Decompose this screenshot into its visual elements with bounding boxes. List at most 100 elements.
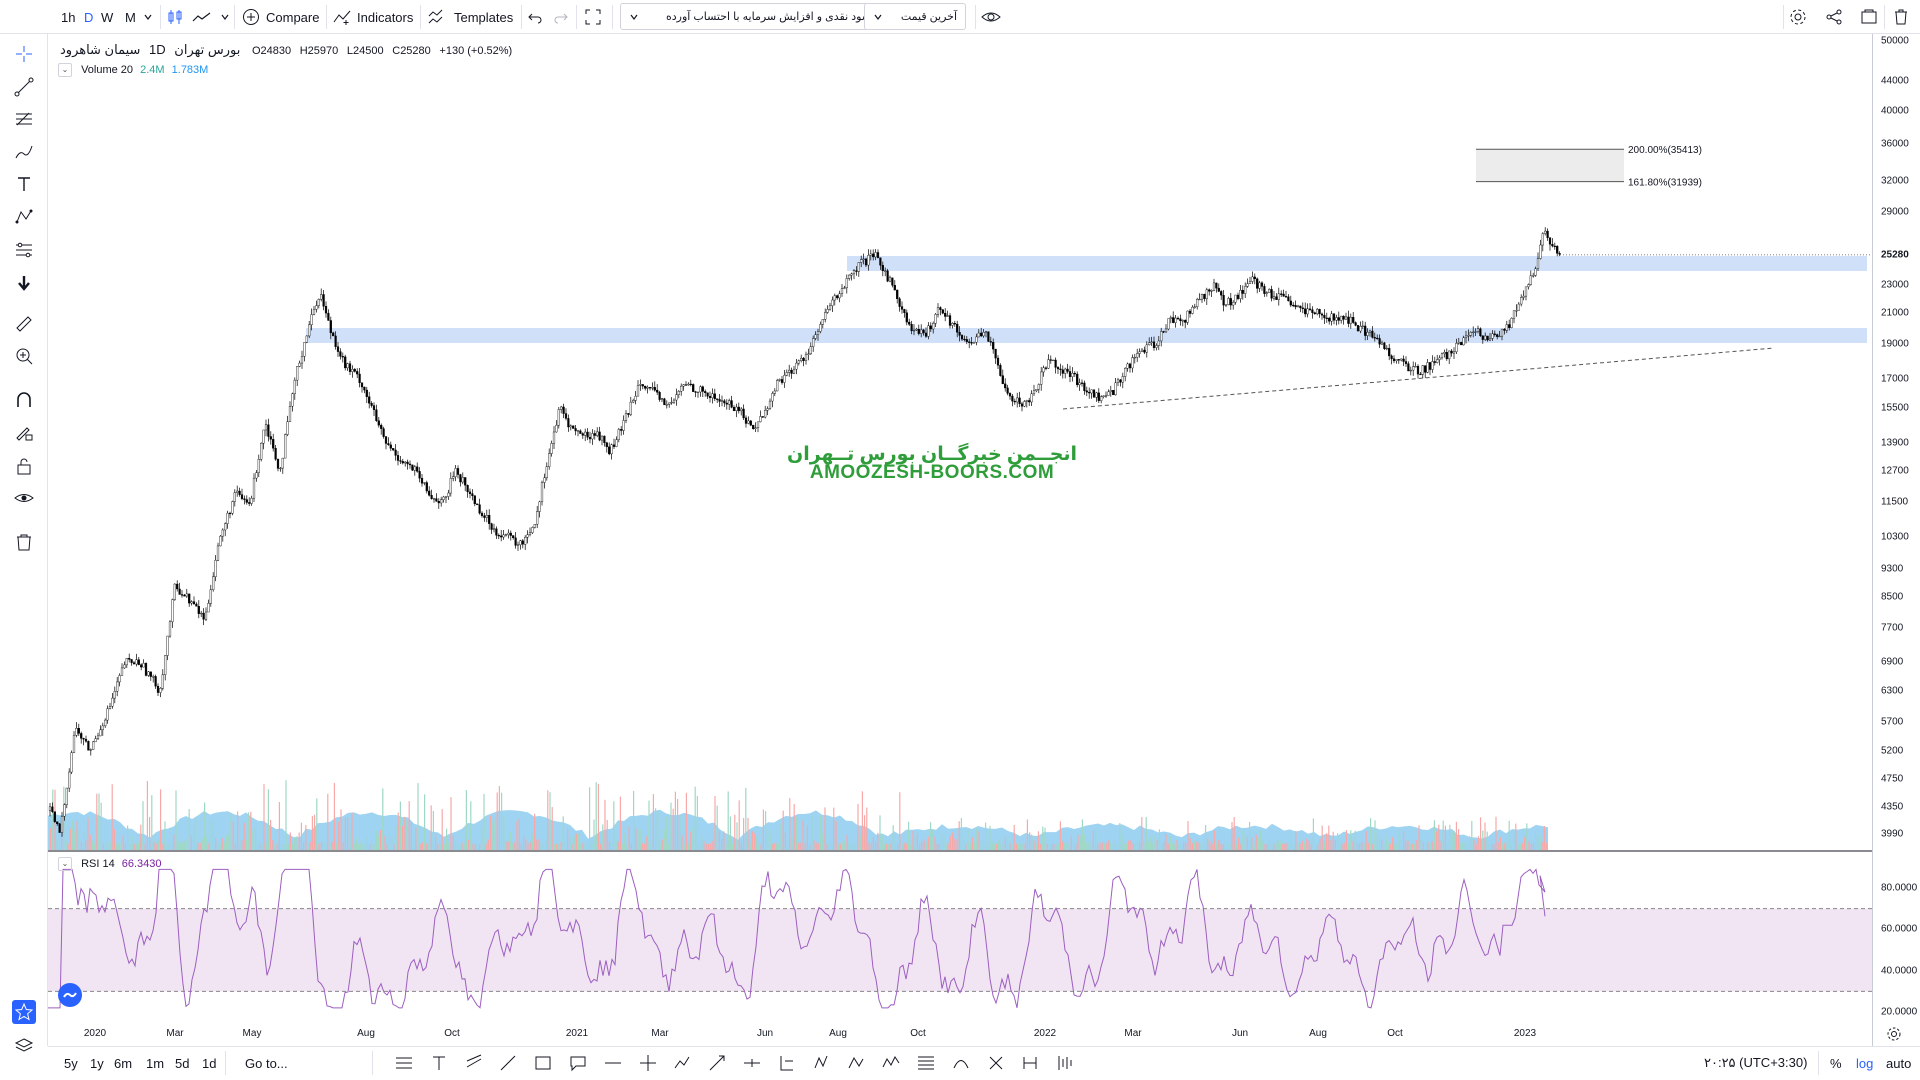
rsi-label[interactable]: RSI 14 (81, 857, 115, 870)
fullscreen-icon[interactable] (584, 0, 602, 34)
scale-settings-gear-icon[interactable] (1886, 1022, 1902, 1046)
templates-button[interactable]: Templates (428, 0, 513, 34)
ray-icon[interactable] (495, 1050, 521, 1076)
network-icon[interactable] (983, 1050, 1009, 1076)
candle-body (1292, 304, 1295, 307)
volume-bar (336, 843, 338, 850)
pencil-lock-icon[interactable] (12, 421, 36, 445)
magnet-icon[interactable] (12, 388, 36, 412)
interval-d[interactable]: D (84, 9, 94, 25)
goto-button[interactable]: Go to... (245, 1055, 288, 1071)
candle-body (108, 706, 112, 709)
volume-bar (1348, 843, 1350, 850)
text-icon[interactable] (12, 172, 36, 196)
volume-bar (206, 836, 208, 850)
snapshot-icon[interactable] (1860, 0, 1878, 34)
volume-bar (1326, 833, 1328, 850)
auto-toggle[interactable]: auto (1886, 1055, 1912, 1071)
range-6m[interactable]: 6m (114, 1055, 133, 1071)
volume-bar (217, 843, 219, 850)
ruler-icon[interactable] (12, 312, 36, 336)
pattern-icon[interactable] (12, 205, 36, 229)
zoom-in-icon[interactable] (12, 344, 36, 368)
compare-button[interactable]: Compare (242, 0, 319, 34)
candle-body (1440, 353, 1444, 359)
lock-icon[interactable] (12, 454, 36, 478)
volume-bar (1515, 823, 1517, 850)
clock-label[interactable]: ۲۰:۲۵ (UTC+3:30) (1704, 1055, 1808, 1070)
percent-toggle[interactable]: % (1830, 1055, 1842, 1071)
range-5y[interactable]: 5y (64, 1055, 78, 1071)
indicators-button[interactable]: Indicators (333, 0, 413, 34)
chevron-down-icon[interactable]: ⌄ (58, 63, 72, 77)
price-tick-label: 8500 (1881, 591, 1904, 603)
arrow-down-icon[interactable] (12, 271, 36, 295)
settings-gear-icon[interactable] (1788, 0, 1808, 34)
candle-body (1124, 368, 1127, 377)
chevron-down-icon[interactable]: ⌄ (58, 857, 72, 871)
channel-icon[interactable] (461, 1050, 487, 1076)
path-icon[interactable] (669, 1050, 695, 1076)
range-1d[interactable]: 1d (202, 1055, 217, 1071)
horizontal-lines-icon[interactable] (391, 1050, 417, 1076)
crosshair-icon[interactable] (12, 42, 36, 66)
text-tool-icon[interactable] (426, 1050, 452, 1076)
fib-levels-icon[interactable] (913, 1050, 939, 1076)
price-source-dropdown[interactable]: آخرین قیمت (864, 3, 966, 30)
arrow-icon[interactable] (704, 1050, 730, 1076)
volume-label[interactable]: Volume 20 (81, 63, 134, 76)
info-line-icon[interactable] (739, 1050, 765, 1076)
volume-bar (679, 815, 681, 850)
interval-m[interactable]: M (125, 9, 136, 25)
share-icon[interactable] (1825, 0, 1843, 34)
volume-bar (151, 795, 153, 850)
eye-icon[interactable] (12, 486, 36, 510)
adjustment-dropdown[interactable]: سود نقدی و افزایش سرمایه با احتساب آورده (620, 3, 880, 30)
brush-icon[interactable] (12, 140, 36, 164)
range-1y[interactable]: 1y (90, 1055, 104, 1071)
favorites-star-icon[interactable] (12, 1000, 36, 1024)
candles-icon[interactable] (166, 0, 184, 34)
elliott-wave-icon[interactable] (878, 1050, 904, 1076)
price-source-value: آخرین قیمت (900, 11, 957, 23)
interval-1h[interactable]: 1h (61, 9, 76, 25)
prediction-icon[interactable] (12, 238, 36, 262)
range-5d[interactable]: 5d (175, 1055, 190, 1071)
redo-icon[interactable] (552, 0, 570, 34)
candle-body (893, 285, 896, 291)
volume-bar (1114, 840, 1116, 850)
range-1m[interactable]: 1m (146, 1055, 165, 1071)
time-tick-label: Mar (1124, 1028, 1142, 1039)
rectangle-icon[interactable] (530, 1050, 556, 1076)
trend-line-icon[interactable] (12, 75, 36, 99)
line-chart-icon[interactable] (192, 0, 212, 34)
layers-icon[interactable] (12, 1034, 36, 1058)
candle-body (348, 363, 352, 372)
price-scale[interactable]: 50000 44000 40000 36000 32000 29000 23000 21000… (1872, 34, 1920, 1046)
log-toggle[interactable]: log (1856, 1055, 1874, 1071)
eye-icon[interactable] (981, 0, 1001, 34)
volume-bar (105, 841, 107, 850)
callout-icon[interactable] (565, 1050, 591, 1076)
logo-icon[interactable] (58, 983, 82, 1007)
abc-pattern-icon[interactable] (843, 1050, 869, 1076)
abcd-pattern-icon[interactable] (809, 1050, 835, 1076)
trash-icon[interactable] (1893, 0, 1909, 34)
chevron-down-icon[interactable] (143, 0, 153, 34)
date-range-icon[interactable] (1017, 1050, 1043, 1076)
symbol-name[interactable]: سیمان شاهرود (60, 42, 141, 57)
long-position-icon[interactable] (1052, 1050, 1078, 1076)
volume-bar (1046, 843, 1048, 850)
fib-retracement-icon[interactable] (12, 107, 36, 131)
trash-icon[interactable] (12, 530, 36, 554)
price-range-icon[interactable] (774, 1050, 800, 1076)
undo-icon[interactable] (526, 0, 544, 34)
horizontal-ray-icon[interactable] (600, 1050, 626, 1076)
volume-bar (1249, 821, 1251, 850)
cross-line-icon[interactable] (635, 1050, 661, 1076)
curve-icon[interactable] (948, 1050, 974, 1076)
chevron-down-icon[interactable] (220, 0, 230, 34)
candle-body (1131, 357, 1134, 369)
interval-w[interactable]: W (101, 9, 114, 25)
